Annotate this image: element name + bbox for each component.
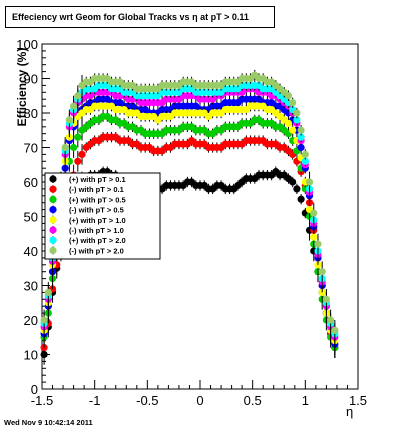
data-point [314,240,322,248]
x-tick-label: -1.5 [31,393,53,408]
data-point [74,133,82,141]
data-point [305,178,314,186]
legend-label: (-) with pT > 1.0 [69,226,124,235]
series-4 [40,100,339,352]
data-point [310,233,318,241]
data-point [310,209,318,217]
data-point [61,143,69,152]
x-tick-label: 0.5 [244,393,262,408]
data-point [301,150,309,158]
legend-label: (-) with pT > 2.0 [69,246,124,255]
data-point [289,178,297,186]
y-tick-label: 90 [24,72,38,87]
data-point [293,116,301,124]
x-tick-label: 1 [302,393,309,408]
chart-title: Effeciency wrt Geom for Global Tracks vs… [5,6,275,28]
legend-box [44,172,161,260]
x-tick-label: -0.5 [136,393,158,408]
data-point [74,157,82,165]
data-point [297,143,305,152]
y-tick-label: 40 [24,244,38,259]
y-tick-label: 0 [31,382,38,397]
data-point [318,268,326,276]
legend-marker [49,175,57,183]
legend: (+) with pT > 0.1(-) with pT > 0.1(+) wi… [44,172,161,260]
axes: 0 10 20 30 40 50 60 70 80 90 100 -1.5 -1 -0.5 0 0.5 1 1.5 [16,37,367,408]
y-tick-label: 30 [24,279,38,294]
legend-marker [49,206,57,214]
data-point [74,92,82,100]
data-point [65,116,73,124]
data-point [301,157,309,165]
data-point [322,295,330,303]
data-point [297,126,305,134]
data-point [78,150,86,158]
series-7 [40,69,339,341]
data-point [284,92,293,100]
data-point [293,185,301,193]
y-tick-label: 70 [24,141,38,156]
data-point [44,288,52,296]
x-tick-label: 1.5 [349,393,367,408]
data-point [327,316,335,324]
y-tick-label: 10 [24,348,38,363]
x-tick-label: 0 [196,393,203,408]
data-point [297,133,305,141]
x-axis-label: η [346,404,354,419]
data-point [70,143,78,152]
legend-marker [49,246,57,254]
legend-marker [49,226,57,234]
legend-label: (+) with pT > 2.0 [69,236,126,245]
legend-label: (-) with pT > 0.5 [69,206,124,215]
data-point [289,99,297,107]
y-tick-label: 80 [24,106,38,121]
legend-label: (+) with pT > 0.1 [69,175,126,184]
y-tick-label: 100 [16,37,38,52]
legend-marker [49,185,57,193]
data-point [289,126,297,134]
legend-marker [49,195,57,203]
data-point [297,195,305,203]
data-point [40,316,48,324]
legend-marker [49,216,57,224]
x-tick-label: -1 [89,393,101,408]
y-tick-label: 60 [24,175,38,190]
data-point [284,119,293,127]
legend-label: (+) with pT > 1.0 [69,216,126,225]
y-tick-label: 50 [24,210,38,225]
data-point [293,109,301,117]
y-axis-label: Efficiency (%) [15,47,29,127]
legend-label: (-) with pT > 0.1 [69,185,124,194]
legend-marker [49,236,57,244]
legend-label: (+) with pT > 0.5 [69,195,126,204]
data-point [70,102,78,110]
timestamp-footer: Wed Nov 9 10:42:14 2011 [4,418,93,427]
y-tick-label: 20 [24,313,38,328]
data-point [331,326,339,334]
